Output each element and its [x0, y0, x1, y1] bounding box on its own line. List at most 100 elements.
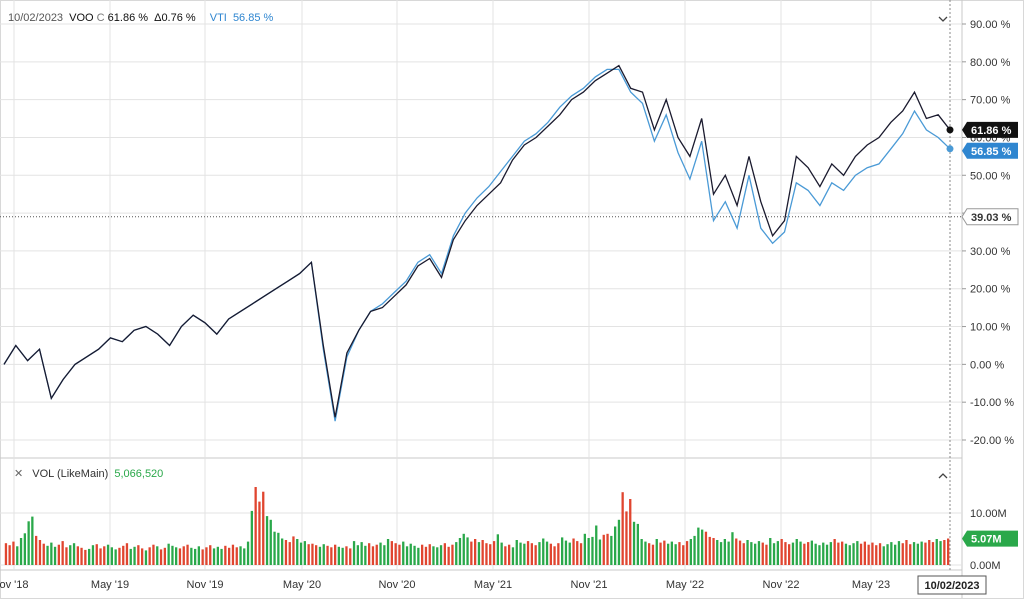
volume-bar: [905, 540, 908, 565]
y-tick-label: 0.00 %: [970, 359, 1004, 371]
volume-bar: [118, 547, 121, 565]
volume-bar: [655, 539, 658, 565]
y-tick-label: -20.00 %: [970, 435, 1014, 447]
chevron-down-icon[interactable]: [938, 14, 948, 26]
volume-bar: [568, 542, 571, 565]
volume-bar: [878, 543, 882, 565]
volume-bar: [882, 546, 885, 565]
volume-bar: [458, 538, 462, 565]
volume-bar: [402, 541, 405, 565]
volume-bar: [538, 542, 541, 565]
x-tick-label: May '23: [852, 579, 890, 591]
volume-bar: [564, 540, 568, 565]
volume-bar: [421, 544, 424, 565]
volume-bar: [269, 519, 272, 565]
volume-bar: [443, 543, 446, 565]
volume-bar: [561, 537, 564, 565]
volume-bar: [545, 541, 549, 565]
volume-bar: [99, 548, 102, 565]
volume-bar: [651, 544, 655, 565]
volume-bar: [360, 542, 363, 565]
volume-bar: [867, 544, 870, 565]
volume-bar: [394, 543, 397, 565]
volume-value-badge-bg: [962, 530, 1018, 547]
volume-label: VOL (LikeMain): [32, 468, 109, 480]
volume-bar: [617, 519, 621, 565]
volume-bar: [23, 533, 26, 565]
volume-bar: [383, 545, 386, 565]
volume-bar: [772, 543, 776, 565]
volume-bar: [398, 544, 401, 565]
volume-bar: [205, 547, 208, 565]
volume-bar: [916, 543, 919, 565]
volume-bar: [757, 541, 761, 565]
volume-bar: [417, 547, 420, 565]
vti-value-badge: 56.85 %: [962, 142, 1018, 159]
volume-bar: [262, 491, 265, 565]
x-tick-label: ov '18: [0, 579, 29, 591]
volume-bar: [685, 541, 689, 565]
volume-bar: [848, 545, 851, 565]
volume-bar: [746, 540, 749, 565]
volume-bar: [511, 547, 515, 565]
close-icon[interactable]: ✕: [14, 468, 24, 480]
legend-date: 10/02/2023: [8, 12, 64, 24]
volume-bar: [810, 540, 813, 565]
volume-bar: [122, 545, 125, 565]
volume-bar: [50, 542, 53, 565]
volume-bar: [368, 543, 371, 565]
volume-bar: [708, 536, 711, 565]
volume-bar: [284, 540, 288, 565]
volume-bar: [239, 546, 242, 565]
volume-bar: [413, 545, 416, 565]
legend-voo-delta: Δ0.76 %: [154, 12, 196, 24]
volume-bar: [939, 541, 942, 565]
volume-bar: [190, 547, 193, 565]
volume-legend: ✕ VOL (LikeMain) 5,066,520: [14, 467, 163, 480]
chevron-up-icon[interactable]: [938, 471, 948, 483]
volume-bar: [152, 544, 155, 565]
volume-bar: [780, 539, 783, 565]
legend-voo-symbol[interactable]: VOO: [69, 12, 94, 24]
volume-bar: [492, 541, 496, 565]
vti-value-badge-bg: [962, 142, 1018, 159]
volume-bar: [625, 511, 628, 565]
date-badge: [917, 575, 987, 595]
volume-bar: [534, 545, 537, 565]
volume-bar: [943, 540, 946, 565]
volume-bar: [315, 545, 318, 565]
volume-bar: [632, 521, 636, 565]
volume-bar: [470, 541, 473, 565]
legend-vti-symbol[interactable]: VTI: [209, 12, 227, 24]
volume-bar: [504, 546, 507, 565]
volume-bar: [72, 543, 76, 565]
volume-bar: [349, 548, 352, 565]
volume-bar: [621, 492, 624, 565]
volume-bar: [125, 543, 129, 565]
volume-bar: [209, 545, 212, 565]
volume-bar: [186, 544, 189, 565]
volume-bar: [583, 533, 586, 565]
volume-bar: [689, 539, 692, 565]
volume-bar: [719, 542, 723, 565]
volume-tick-label: 10.00M: [970, 508, 1007, 520]
volume-bar: [818, 545, 821, 565]
volume-bar: [110, 547, 113, 565]
volume-bar: [466, 537, 469, 565]
volume-bar: [178, 548, 182, 565]
volume-bar: [57, 544, 60, 565]
volume-bar: [296, 539, 299, 565]
volume-bar: [84, 549, 87, 565]
volume-bar: [141, 548, 144, 565]
volume-bar: [549, 543, 552, 565]
volume-bar: [636, 523, 639, 565]
volume-bar: [246, 541, 250, 565]
volume-bar: [897, 541, 901, 565]
volume-bar: [727, 541, 730, 565]
volume-bar: [322, 544, 325, 565]
volume-bar: [201, 549, 204, 565]
volume-bar: [791, 542, 795, 565]
x-tick-label: Nov '19: [187, 579, 224, 591]
volume-bar: [65, 547, 68, 565]
